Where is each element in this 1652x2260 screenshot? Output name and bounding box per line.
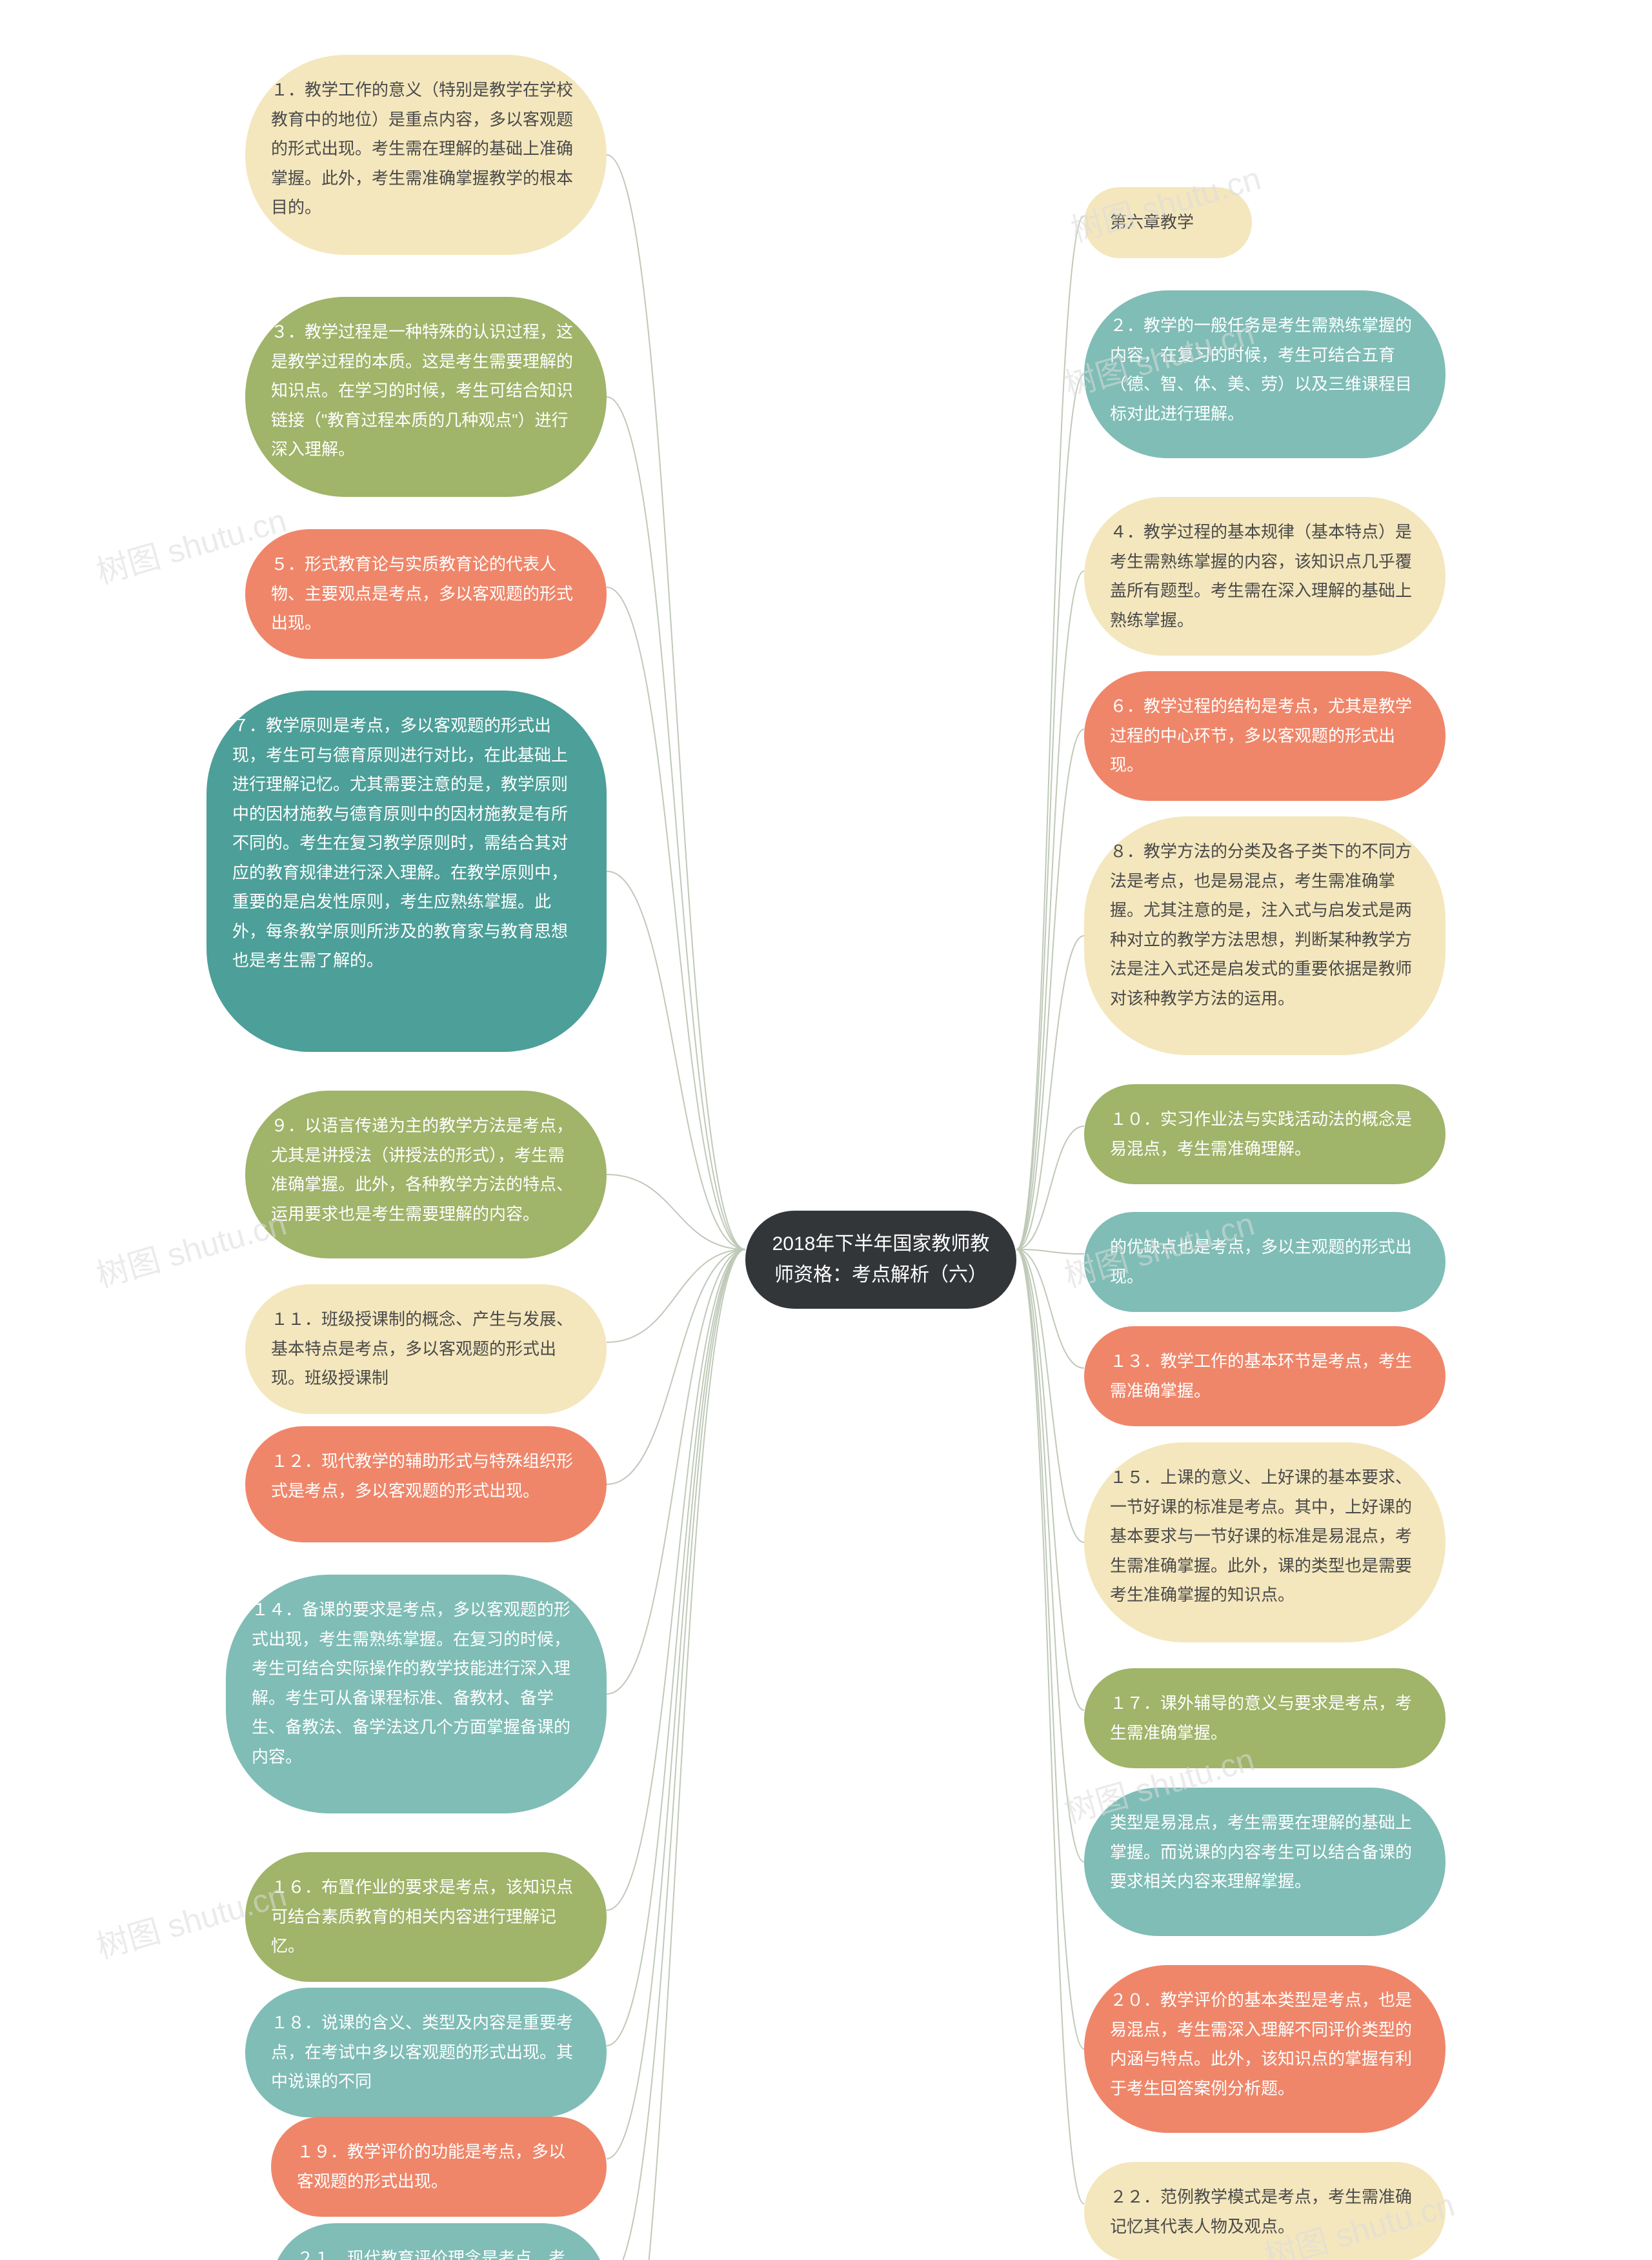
branch-node: ２０．教学评价的基本类型是考点，也是易混点，考生需深入理解不同评价类型的内涵与特… <box>1084 1965 1446 2133</box>
branch-node: ２．教学的一般任务是考生需熟练掌握的内容，在复习的时候，考生可结合五育（德、智、… <box>1084 290 1446 458</box>
branch-node: ８．教学方法的分类及各子类下的不同方法是考点，也是易混点，考生需准确掌握。尤其注… <box>1084 816 1446 1055</box>
link-path <box>607 587 745 1249</box>
link-path <box>1016 729 1084 1249</box>
branch-node: １１．班级授课制的概念、产生与发展、基本特点是考点，多以客观题的形式出现。班级授… <box>245 1284 607 1414</box>
link-path <box>607 1249 745 1910</box>
branch-node: １４．备课的要求是考点，多以客观题的形式出现，考生需熟练掌握。在复习的时候，考生… <box>226 1575 607 1813</box>
link-path <box>1016 1249 1084 1254</box>
branch-node: １９．教学评价的功能是考点，多以客观题的形式出现。 <box>271 2117 607 2217</box>
link-path <box>1016 1249 1084 2049</box>
link-path <box>607 397 745 1249</box>
branch-node: ４．教学过程的基本规律（基本特点）是考生需熟练掌握的内容，该知识点几乎覆盖所有题… <box>1084 497 1446 656</box>
mindmap-stage: 2018年下半年国家教师教 师资格：考点解析（六） １．教学工作的意义（特别是教学… <box>0 0 1652 2260</box>
branch-node: １２．现代教学的辅助形式与特殊组织形式是考点，多以客观题的形式出现。 <box>245 1426 607 1542</box>
link-path <box>607 1175 745 1249</box>
link-path <box>1016 936 1084 1249</box>
branch-node: ２２．范例教学模式是考点，考生需准确记忆其代表人物及观点。 <box>1084 2162 1446 2260</box>
branch-node: １８．说课的含义、类型及内容是重要考点，在考试中多以客观题的形式出现。其中说课的… <box>245 1988 607 2117</box>
branch-node: ５．形式教育论与实质教育论的代表人物、主要观点是考点，多以客观题的形式出现。 <box>245 529 607 659</box>
link-path <box>607 1249 745 2046</box>
link-path <box>1016 1249 1084 1862</box>
link-path <box>607 871 745 1249</box>
link-path <box>607 1249 745 1694</box>
branch-node: １３．教学工作的基本环节是考点，考生需准确掌握。 <box>1084 1326 1446 1426</box>
link-path <box>1016 1249 1084 1368</box>
link-path <box>607 1249 745 2260</box>
center-node: 2018年下半年国家教师教 师资格：考点解析（六） <box>745 1211 1016 1309</box>
link-path <box>1016 1249 1084 1710</box>
branch-node: 类型是易混点，考生需要在理解的基础上掌握。而说课的内容考生可以结合备课的要求相关… <box>1084 1788 1446 1936</box>
link-path <box>1016 374 1084 1249</box>
link-path <box>607 1249 745 2159</box>
link-path <box>607 1249 745 2260</box>
branch-node: ６．教学过程的结构是考点，尤其是教学过程的中心环节，多以客观题的形式出现。 <box>1084 671 1446 801</box>
branch-node: ２１．现代教育评价理念是考点，考生可结合基础教育课程改革的评价目标进行学习。 <box>271 2223 607 2260</box>
branch-node: ９．以语言传递为主的教学方法是考点，尤其是讲授法（讲授法的形式），考生需准确掌握… <box>245 1091 607 1258</box>
link-path <box>1016 571 1084 1249</box>
branch-node: ３．教学过程是一种特殊的认识过程，这是教学过程的本质。这是考生需要理解的知识点。… <box>245 297 607 497</box>
link-path <box>607 1249 745 1484</box>
link-path <box>1016 1249 1084 2204</box>
branch-node: ７．教学原则是考点，多以客观题的形式出现，考生可与德育原则进行对比，在此基础上进… <box>206 691 607 1052</box>
branch-node: １５．上课的意义、上好课的基本要求、一节好课的标准是考点。其中，上好课的基本要求… <box>1084 1442 1446 1642</box>
branch-node: 第六章教学 <box>1084 187 1252 258</box>
branch-node: 的优缺点也是考点，多以主观题的形式出现。 <box>1084 1212 1446 1312</box>
link-path <box>1016 216 1084 1249</box>
branch-node: １０．实习作业法与实践活动法的概念是易混点，考生需准确理解。 <box>1084 1084 1446 1184</box>
branch-node: １．教学工作的意义（特别是教学在学校教育中的地位）是重点内容，多以客观题的形式出… <box>245 55 607 255</box>
branch-node: １７．课外辅导的意义与要求是考点，考生需准确掌握。 <box>1084 1668 1446 1768</box>
link-path <box>607 1249 745 1342</box>
link-path <box>607 155 745 1249</box>
link-path <box>1016 1249 1084 1542</box>
link-path <box>1016 1126 1084 1249</box>
branch-node: １６．布置作业的要求是考点，该知识点可结合素质教育的相关内容进行理解记忆。 <box>245 1852 607 1982</box>
